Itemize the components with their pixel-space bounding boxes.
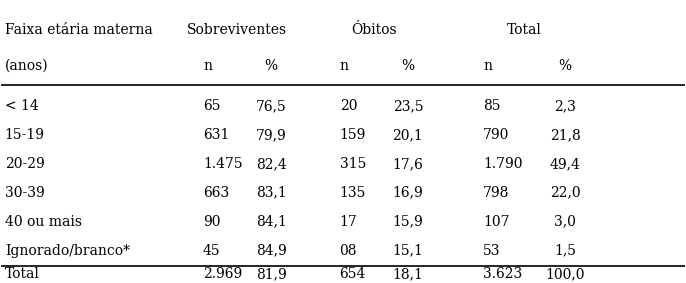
Text: Sobreviventes: Sobreviventes [187, 23, 287, 37]
Text: Óbitos: Óbitos [351, 23, 397, 37]
Text: 1,5: 1,5 [554, 244, 576, 258]
Text: 159: 159 [340, 128, 366, 142]
Text: n: n [203, 59, 212, 73]
Text: 49,4: 49,4 [549, 157, 580, 171]
Text: 90: 90 [203, 215, 220, 229]
Text: n: n [340, 59, 348, 73]
Text: 135: 135 [340, 186, 366, 200]
Text: 21,8: 21,8 [549, 128, 580, 142]
Text: 17,6: 17,6 [392, 157, 423, 171]
Text: 30-39: 30-39 [5, 186, 45, 200]
Text: 83,1: 83,1 [256, 186, 287, 200]
Text: 663: 663 [203, 186, 229, 200]
Text: 65: 65 [203, 99, 220, 113]
Text: %: % [558, 59, 571, 73]
Text: 18,1: 18,1 [392, 267, 423, 281]
Text: 45: 45 [203, 244, 221, 258]
Text: 85: 85 [483, 99, 501, 113]
Text: 17: 17 [340, 215, 357, 229]
Text: 15,9: 15,9 [392, 215, 423, 229]
Text: 1.475: 1.475 [203, 157, 243, 171]
Text: 08: 08 [340, 244, 357, 258]
Text: 22,0: 22,0 [549, 186, 580, 200]
Text: 81,9: 81,9 [256, 267, 287, 281]
Text: %: % [265, 59, 278, 73]
Text: 15-19: 15-19 [5, 128, 45, 142]
Text: 79,9: 79,9 [256, 128, 287, 142]
Text: 40 ou mais: 40 ou mais [5, 215, 82, 229]
Text: 16,9: 16,9 [392, 186, 423, 200]
Text: 2,3: 2,3 [554, 99, 576, 113]
Text: 3.623: 3.623 [483, 267, 522, 281]
Text: 76,5: 76,5 [256, 99, 287, 113]
Text: 23,5: 23,5 [392, 99, 423, 113]
Text: %: % [401, 59, 414, 73]
Text: Total: Total [507, 23, 541, 37]
Text: 2.969: 2.969 [203, 267, 242, 281]
Text: 100,0: 100,0 [545, 267, 584, 281]
Text: 654: 654 [340, 267, 366, 281]
Text: 84,9: 84,9 [256, 244, 287, 258]
Text: 15,1: 15,1 [392, 244, 423, 258]
Text: (anos): (anos) [5, 59, 49, 73]
Text: n: n [483, 59, 492, 73]
Text: 20-29: 20-29 [5, 157, 45, 171]
Text: Faixa etária materna: Faixa etária materna [5, 23, 152, 37]
Text: Total: Total [5, 267, 40, 281]
Text: 53: 53 [483, 244, 501, 258]
Text: 790: 790 [483, 128, 510, 142]
Text: 82,4: 82,4 [256, 157, 287, 171]
Text: Ignorado/branco*: Ignorado/branco* [5, 244, 130, 258]
Text: 20: 20 [340, 99, 357, 113]
Text: 315: 315 [340, 157, 366, 171]
Text: 107: 107 [483, 215, 510, 229]
Text: 20,1: 20,1 [392, 128, 423, 142]
Text: 1.790: 1.790 [483, 157, 523, 171]
Text: 3,0: 3,0 [554, 215, 576, 229]
Text: < 14: < 14 [5, 99, 38, 113]
Text: 84,1: 84,1 [256, 215, 287, 229]
Text: 798: 798 [483, 186, 510, 200]
Text: 631: 631 [203, 128, 229, 142]
